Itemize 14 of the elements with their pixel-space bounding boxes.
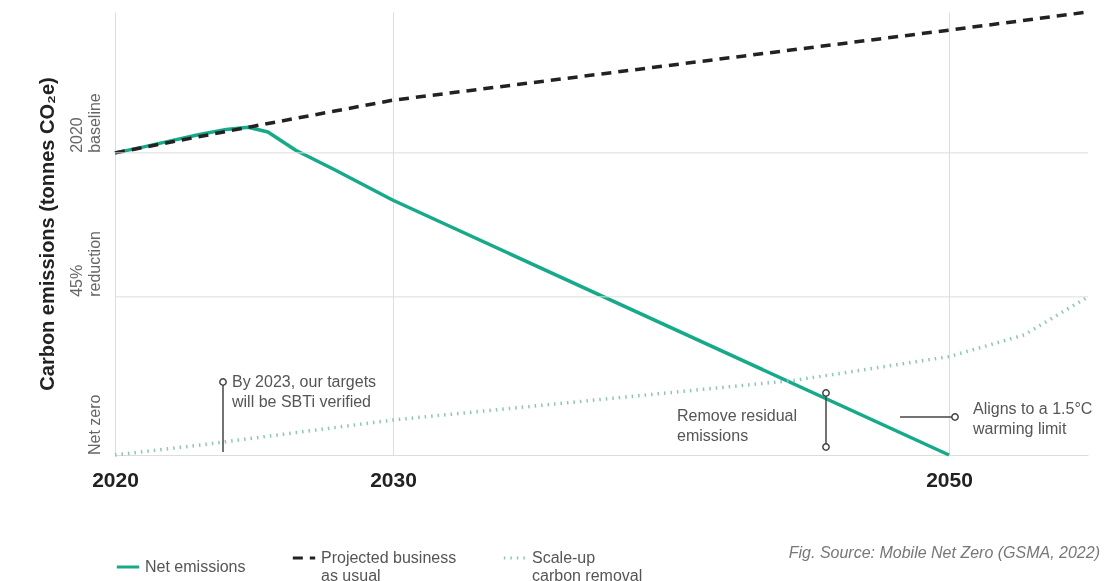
legend-label: Net emissions — [145, 558, 246, 575]
x-tick-label: 2020 — [92, 467, 139, 491]
legend-label: Scale-up carbon removal — [532, 549, 643, 581]
text: Fig. Source: Mobile Net Zero (GSMA, 2022) — [788, 544, 1100, 561]
x-tick-label: 2050 — [926, 467, 973, 491]
annotation: Aligns to a 1.5°C warming limit — [972, 400, 1093, 437]
x-tick-label: 2030 — [370, 467, 417, 491]
ref-line-label: 45% reduction — [68, 231, 103, 297]
annotation: Remove residual emissions — [677, 407, 798, 444]
ref-line-label: 2020 baseline — [68, 93, 103, 153]
annotation: By 2023, our targets will be SBTi verified — [231, 373, 377, 410]
legend-label: Projected business as usual — [321, 549, 457, 581]
text: Net zero — [86, 394, 103, 455]
y-axis-title: Carbon emissions (tonnes CO₂e) — [35, 77, 58, 391]
